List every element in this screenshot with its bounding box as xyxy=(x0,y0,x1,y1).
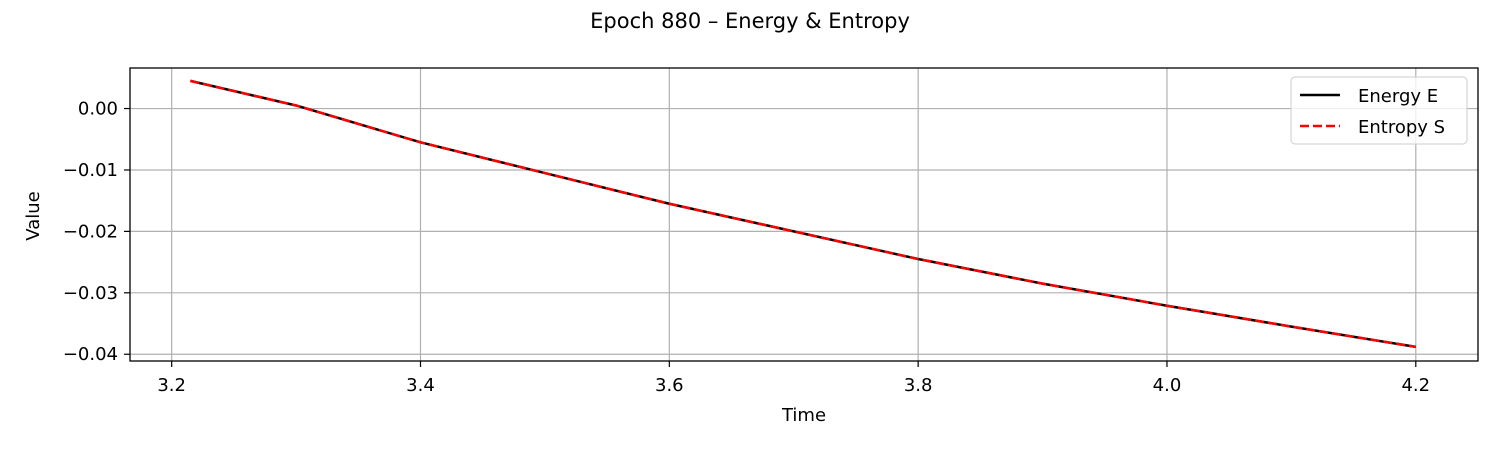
plot-frame xyxy=(129,67,1479,362)
y-tick-label: −0.01 xyxy=(63,160,118,181)
legend-label-energy: Energy E xyxy=(1358,86,1438,107)
series-line-entropy-s xyxy=(190,79,1416,349)
grid-lines xyxy=(130,68,1478,361)
y-tick-label: 0.00 xyxy=(78,99,118,120)
x-tick-label: 4.2 xyxy=(1401,375,1430,396)
y-axis-ticks: 0.00 −0.01 −0.02 −0.03 −0.04 xyxy=(63,99,130,365)
legend: Energy E Entropy S xyxy=(1290,76,1468,145)
chart-title: Epoch 880 – Energy & Entropy xyxy=(590,9,910,33)
y-tick-label: −0.04 xyxy=(63,344,118,365)
x-tick-label: 3.4 xyxy=(406,375,435,396)
y-tick-label: −0.02 xyxy=(63,221,118,242)
x-axis-ticks: 3.2 3.4 3.6 3.8 4.0 4.2 xyxy=(157,361,1430,396)
series-line-energy-e xyxy=(190,79,1416,349)
x-tick-label: 4.0 xyxy=(1153,375,1182,396)
y-tick-label: −0.03 xyxy=(63,283,118,304)
x-tick-label: 3.6 xyxy=(655,375,684,396)
y-axis-label: Value xyxy=(23,191,44,240)
legend-label-entropy: Entropy S xyxy=(1358,117,1445,138)
x-axis-label: Time xyxy=(781,405,826,426)
series-layer xyxy=(190,79,1416,349)
x-tick-label: 3.2 xyxy=(157,375,186,396)
x-tick-label: 3.8 xyxy=(904,375,933,396)
